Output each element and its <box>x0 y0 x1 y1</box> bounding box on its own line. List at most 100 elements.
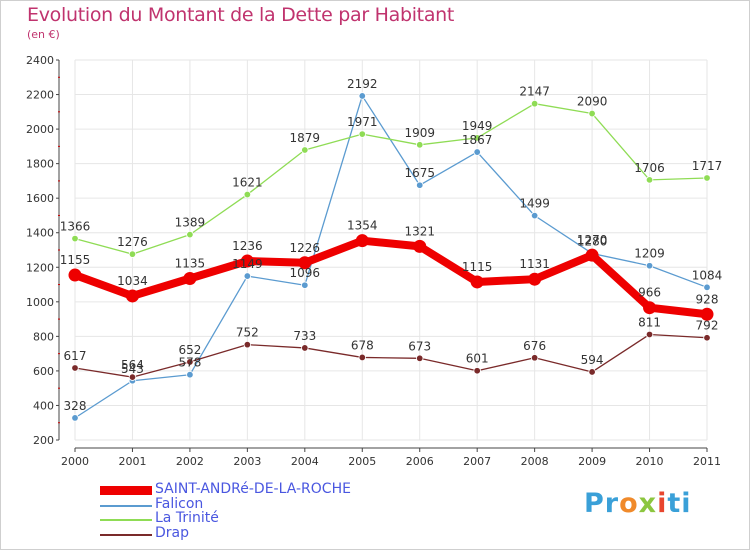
data-point <box>68 268 82 282</box>
y-tick-label: 1200 <box>26 261 54 274</box>
x-tick-label: 2006 <box>406 455 434 468</box>
data-label: 1209 <box>634 247 665 261</box>
data-label: 733 <box>293 329 316 343</box>
data-label: 594 <box>581 353 604 367</box>
chart-title: Evolution du Montant de la Dette par Hab… <box>27 4 455 26</box>
data-point <box>416 141 424 149</box>
data-point <box>645 176 654 184</box>
data-point <box>358 130 366 138</box>
x-tick-label: 2011 <box>693 455 721 468</box>
legend-swatch <box>100 486 152 495</box>
data-point <box>355 234 369 248</box>
data-label: 966 <box>638 286 661 300</box>
data-point <box>585 248 599 262</box>
data-point <box>186 358 194 366</box>
data-label: 1084 <box>692 268 723 282</box>
data-label: 1675 <box>404 166 435 180</box>
data-label: 1149 <box>232 257 263 271</box>
legend-label: SAINT-ANDRé-DE-LA-ROCHE <box>155 481 351 497</box>
series-line <box>74 103 708 255</box>
data-point <box>416 181 424 189</box>
data-label: 652 <box>178 343 201 357</box>
data-label: 1366 <box>60 220 91 234</box>
data-label: 1096 <box>290 266 321 280</box>
data-label: 1354 <box>347 219 378 233</box>
data-label: 1131 <box>519 257 550 271</box>
x-tick-label: 2007 <box>463 455 491 468</box>
data-label: 564 <box>121 358 144 372</box>
data-point <box>473 148 481 156</box>
legend-label: La Trinité <box>155 510 219 526</box>
y-tick-label: 400 <box>33 399 54 412</box>
data-point <box>413 239 427 253</box>
data-label: 578 <box>178 356 201 370</box>
data-point <box>71 364 79 372</box>
data-point <box>71 414 79 422</box>
x-tick-label: 2009 <box>578 455 606 468</box>
data-label: 1034 <box>117 274 148 288</box>
y-tick-label: 2000 <box>26 123 54 136</box>
y-tick-label: 600 <box>33 365 54 378</box>
data-label: 928 <box>696 292 719 306</box>
data-point <box>645 330 654 339</box>
data-label: 617 <box>64 349 87 363</box>
data-label: 601 <box>466 352 489 366</box>
data-label: 1270 <box>577 233 608 247</box>
data-point <box>128 250 137 258</box>
data-point <box>530 354 539 362</box>
data-label: 1971 <box>347 115 378 129</box>
data-point <box>528 272 542 286</box>
data-point <box>358 353 366 362</box>
data-label: 673 <box>408 339 431 353</box>
data-point <box>643 301 657 315</box>
data-label: 1389 <box>175 216 206 230</box>
y-tick-label: 1600 <box>26 192 54 205</box>
y-tick-label: 200 <box>33 434 54 447</box>
data-label: 328 <box>64 399 87 413</box>
legend-swatch <box>100 504 152 507</box>
y-tick-label: 800 <box>33 330 54 343</box>
data-label: 543 <box>121 362 144 376</box>
data-label: 1115 <box>462 260 493 274</box>
x-tick-label: 2005 <box>348 455 376 468</box>
data-label: 2192 <box>347 77 378 91</box>
data-label: 1867 <box>462 133 493 147</box>
proxiti-logo: Proxiti <box>584 488 692 519</box>
y-tick-label: 1400 <box>26 227 54 240</box>
data-label: 1280 <box>577 234 608 248</box>
x-tick-label: 2004 <box>291 455 319 468</box>
data-point <box>416 354 424 362</box>
data-point <box>358 92 366 100</box>
data-label: 1909 <box>404 126 435 140</box>
data-point <box>473 367 481 375</box>
x-tick-label: 2003 <box>233 455 261 468</box>
data-point <box>298 256 312 270</box>
data-point <box>128 373 137 381</box>
data-label: 1879 <box>290 131 321 145</box>
data-point <box>186 371 194 379</box>
data-point <box>186 230 194 239</box>
data-label: 2147 <box>519 85 550 99</box>
data-point <box>473 134 481 142</box>
data-point <box>243 272 252 280</box>
data-point <box>470 275 484 289</box>
series-line <box>74 95 708 419</box>
data-point <box>700 307 714 321</box>
y-tick-label: 2400 <box>26 54 54 67</box>
x-tick-label: 2002 <box>176 455 204 468</box>
data-label: 792 <box>696 319 719 333</box>
data-point <box>588 109 596 118</box>
data-label: 1321 <box>404 224 435 238</box>
data-point <box>125 289 139 303</box>
data-point <box>301 146 309 154</box>
data-point <box>301 281 309 289</box>
data-point <box>703 174 711 182</box>
data-point <box>240 254 254 268</box>
data-point <box>530 211 539 220</box>
y-tick-label: 2200 <box>26 89 54 102</box>
legend-swatch <box>100 533 152 536</box>
data-point <box>71 234 79 243</box>
data-label: 2090 <box>577 95 608 109</box>
legend-label: Falicon <box>155 495 204 512</box>
